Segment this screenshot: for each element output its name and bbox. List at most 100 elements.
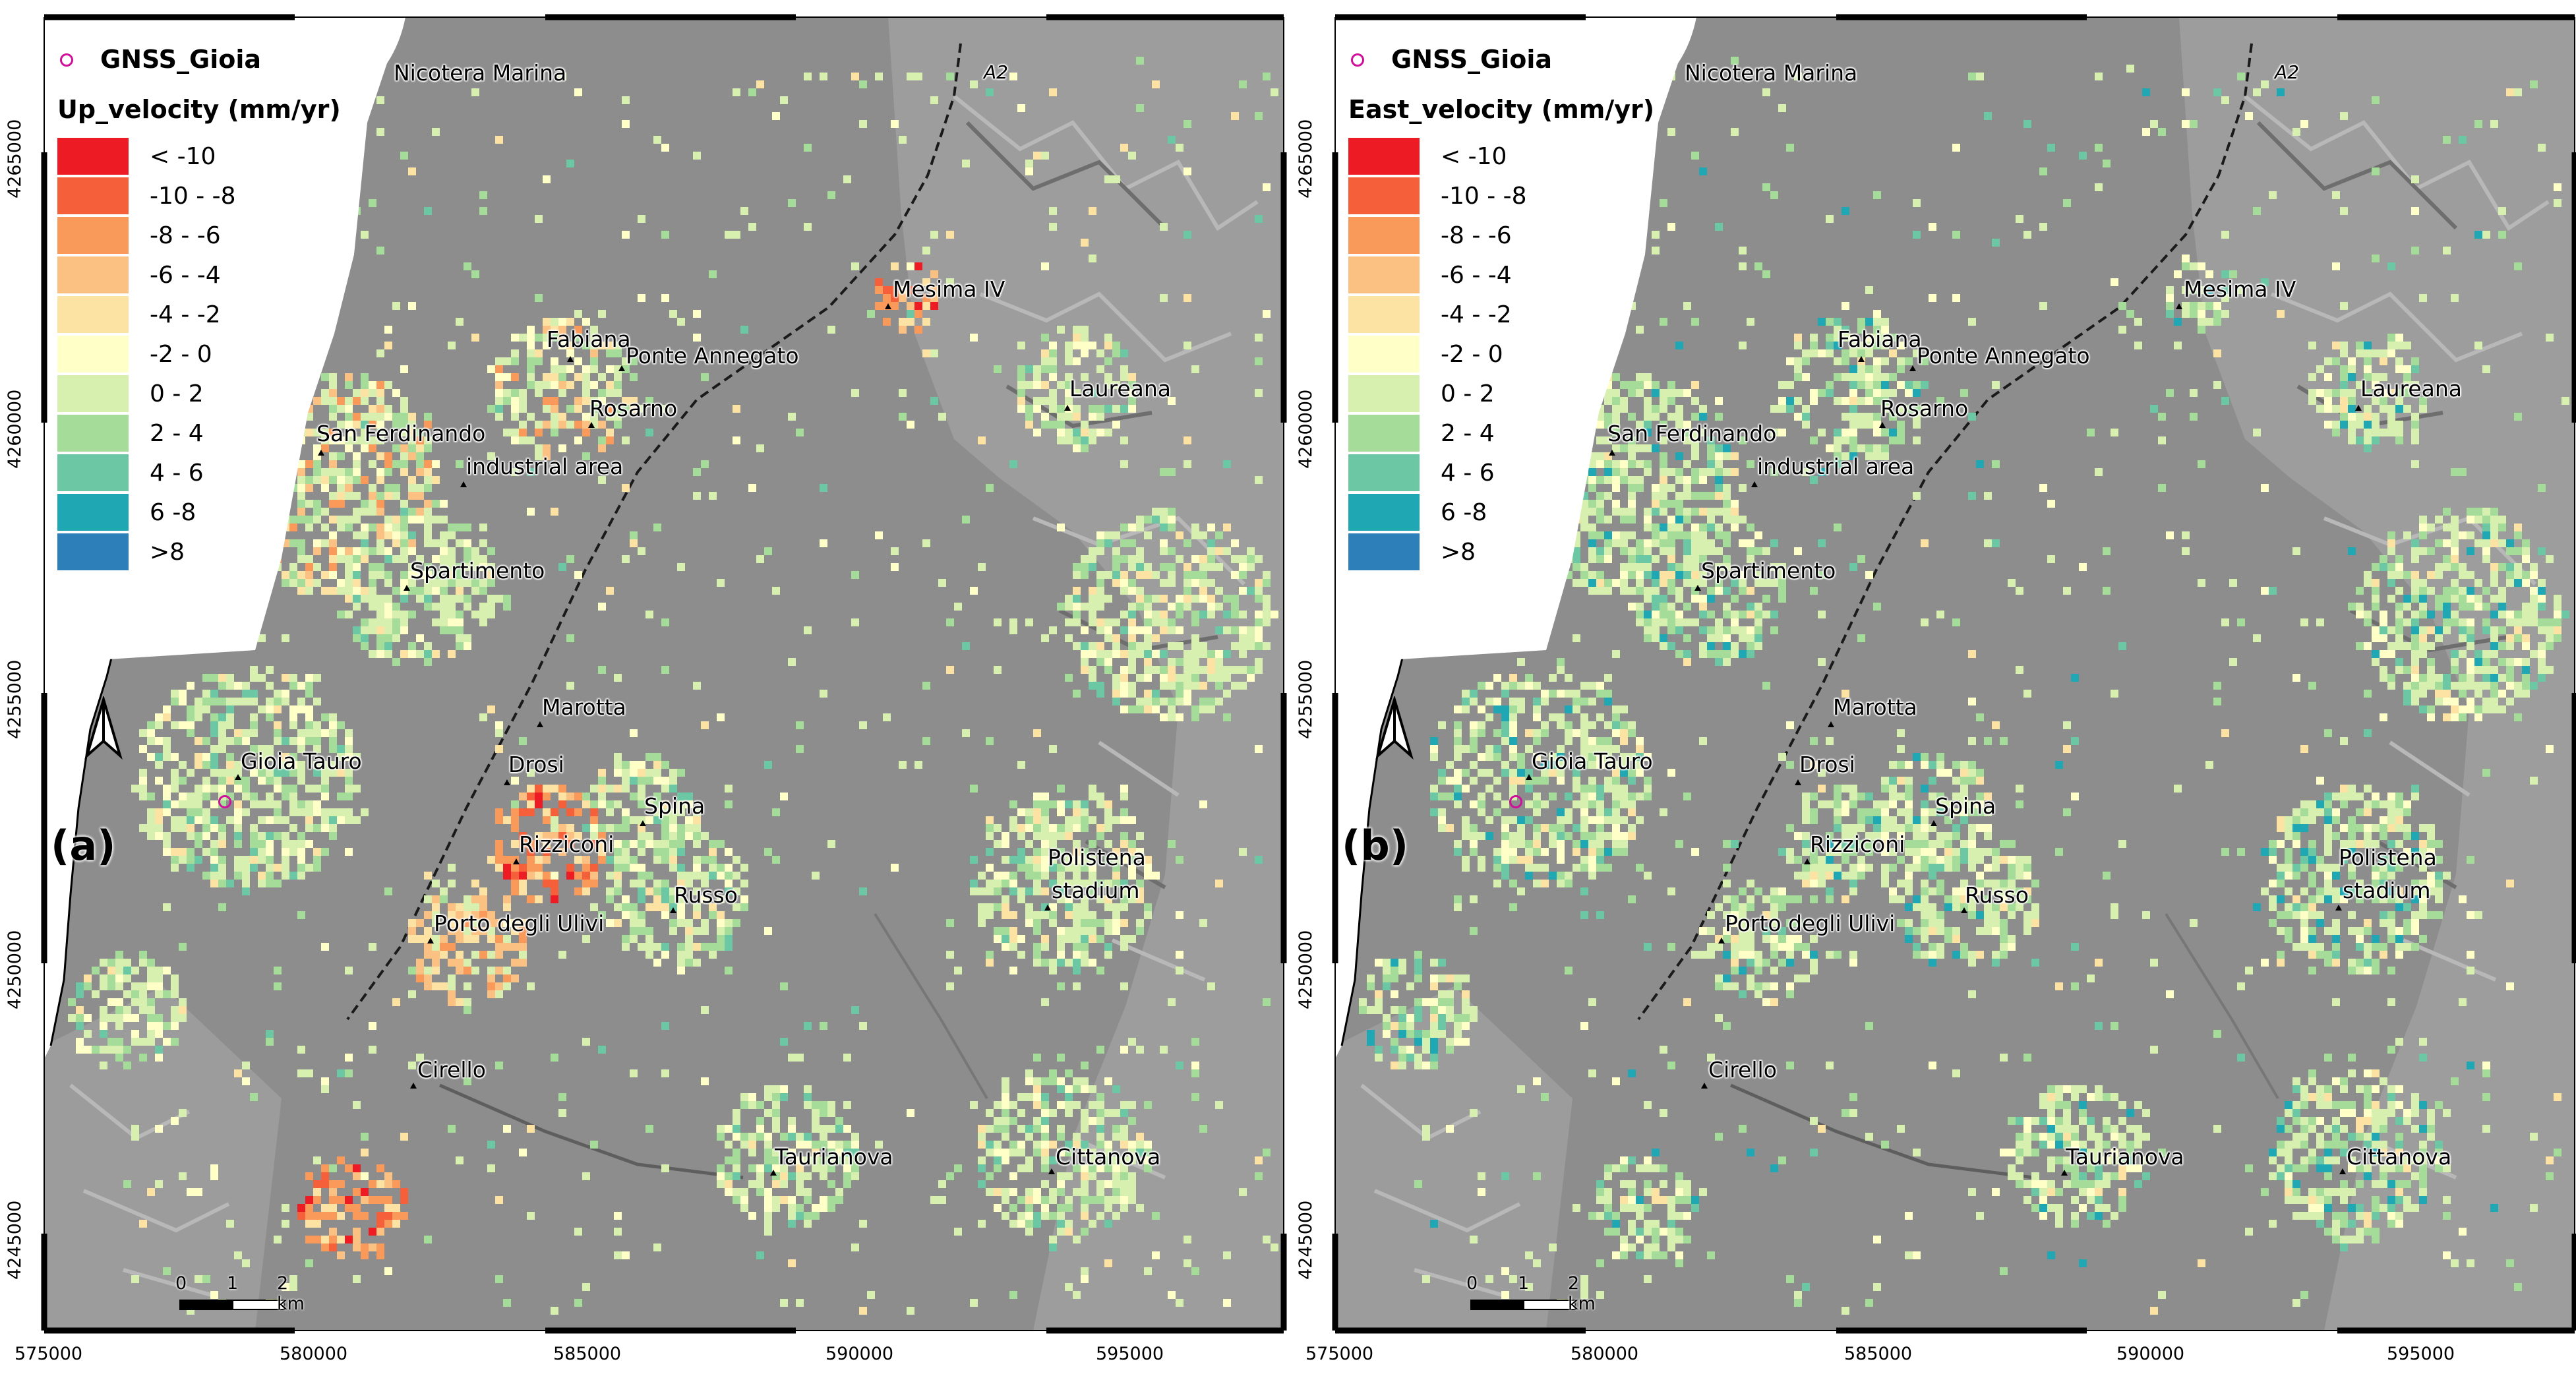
velocity-pixel — [606, 785, 614, 793]
velocity-pixel — [1057, 785, 1065, 793]
velocity-pixel — [1215, 603, 1223, 611]
velocity-pixel — [1120, 1188, 1128, 1196]
velocity-pixel — [329, 468, 337, 476]
velocity-pixel — [503, 872, 511, 880]
velocity-pixel — [274, 864, 282, 872]
velocity-pixel — [432, 895, 440, 903]
velocity-pixel — [1183, 571, 1191, 579]
velocity-pixel — [693, 943, 701, 951]
velocity-pixel — [115, 1022, 123, 1030]
velocity-pixel — [210, 785, 218, 793]
velocity-pixel — [1065, 903, 1073, 911]
velocity-pixel — [582, 1172, 590, 1180]
velocity-pixel — [851, 389, 859, 397]
velocity-pixel — [479, 951, 487, 959]
velocity-pixel — [115, 951, 123, 959]
velocity-pixel — [171, 974, 179, 982]
velocity-pixel — [1033, 943, 1041, 951]
velocity-pixel — [614, 864, 622, 872]
velocity-pixel — [353, 1212, 361, 1220]
velocity-pixel — [297, 508, 305, 516]
velocity-pixel — [1073, 848, 1081, 856]
velocity-pixel — [574, 357, 582, 365]
velocity-pixel — [669, 840, 677, 848]
velocity-pixel — [376, 1220, 384, 1228]
velocity-pixel — [195, 1275, 202, 1283]
velocity-pixel — [487, 982, 495, 990]
velocity-pixel — [210, 816, 218, 824]
velocity-pixel — [297, 587, 305, 595]
velocity-pixel — [566, 634, 574, 642]
velocity-pixel — [717, 1172, 725, 1180]
velocity-pixel — [1183, 342, 1191, 349]
velocity-pixel — [1089, 935, 1096, 943]
velocity-pixel — [313, 856, 321, 864]
velocity-pixel — [1136, 603, 1144, 611]
velocity-pixel — [1033, 927, 1041, 935]
velocity-pixel — [321, 1085, 329, 1093]
velocity-pixel — [1144, 666, 1152, 674]
velocity-pixel — [645, 903, 653, 911]
velocity-pixel — [527, 864, 535, 872]
velocity-pixel — [448, 524, 456, 531]
velocity-pixel — [598, 800, 606, 808]
velocity-pixel — [1057, 436, 1065, 444]
velocity-pixel — [1065, 1069, 1073, 1077]
velocity-pixel — [163, 800, 171, 808]
velocity-pixel — [1089, 611, 1096, 618]
velocity-pixel — [1041, 1125, 1049, 1133]
velocity-pixel — [369, 1180, 376, 1188]
velocity-pixel — [511, 840, 519, 848]
velocity-pixel — [337, 476, 345, 484]
velocity-pixel — [725, 872, 733, 880]
velocity-pixel — [1255, 555, 1263, 563]
velocity-pixel — [907, 310, 914, 318]
velocity-pixel — [725, 785, 733, 793]
velocity-pixel — [353, 547, 361, 555]
velocity-pixel — [527, 413, 535, 421]
velocity-pixel — [527, 365, 535, 373]
velocity-pixel — [210, 880, 218, 887]
velocity-pixel — [1081, 943, 1089, 951]
velocity-pixel — [606, 342, 614, 349]
velocity-pixel — [622, 397, 630, 405]
velocity-pixel — [1096, 539, 1104, 547]
velocity-pixel — [875, 302, 883, 310]
velocity-pixel — [84, 982, 92, 990]
velocity-pixel — [1057, 429, 1065, 436]
velocity-pixel — [717, 713, 725, 721]
velocity-pixel — [1263, 310, 1271, 318]
velocity-pixel — [551, 808, 558, 816]
velocity-pixel — [179, 943, 187, 951]
velocity-pixel — [392, 998, 400, 1006]
velocity-pixel — [1144, 872, 1152, 880]
velocity-pixel — [1223, 626, 1231, 634]
velocity-pixel — [329, 531, 337, 539]
velocity-pixel — [384, 1172, 392, 1180]
velocity-pixel — [677, 943, 685, 951]
velocity-pixel — [1073, 903, 1081, 911]
velocity-pixel — [1255, 745, 1263, 753]
velocity-pixel — [226, 769, 234, 777]
velocity-pixel — [321, 1212, 329, 1220]
velocity-pixel — [503, 397, 511, 405]
velocity-pixel — [1073, 436, 1081, 444]
velocity-pixel — [1073, 808, 1081, 816]
velocity-pixel — [590, 785, 598, 793]
velocity-pixel — [835, 1196, 843, 1204]
velocity-pixel — [202, 832, 210, 840]
velocity-pixel — [187, 832, 195, 840]
velocity-pixel — [1128, 872, 1136, 880]
velocity-pixel — [590, 864, 598, 872]
velocity-pixel — [843, 1125, 851, 1133]
velocity-pixel — [305, 808, 313, 816]
velocity-pixel — [788, 1054, 796, 1062]
velocity-pixel — [1096, 935, 1104, 943]
velocity-pixel — [1017, 1196, 1025, 1204]
velocity-pixel — [1057, 1188, 1065, 1196]
velocity-pixel — [733, 231, 740, 239]
velocity-pixel — [107, 1046, 115, 1054]
velocity-pixel — [590, 357, 598, 365]
velocity-pixel — [1247, 634, 1255, 642]
velocity-pixel — [448, 603, 456, 611]
